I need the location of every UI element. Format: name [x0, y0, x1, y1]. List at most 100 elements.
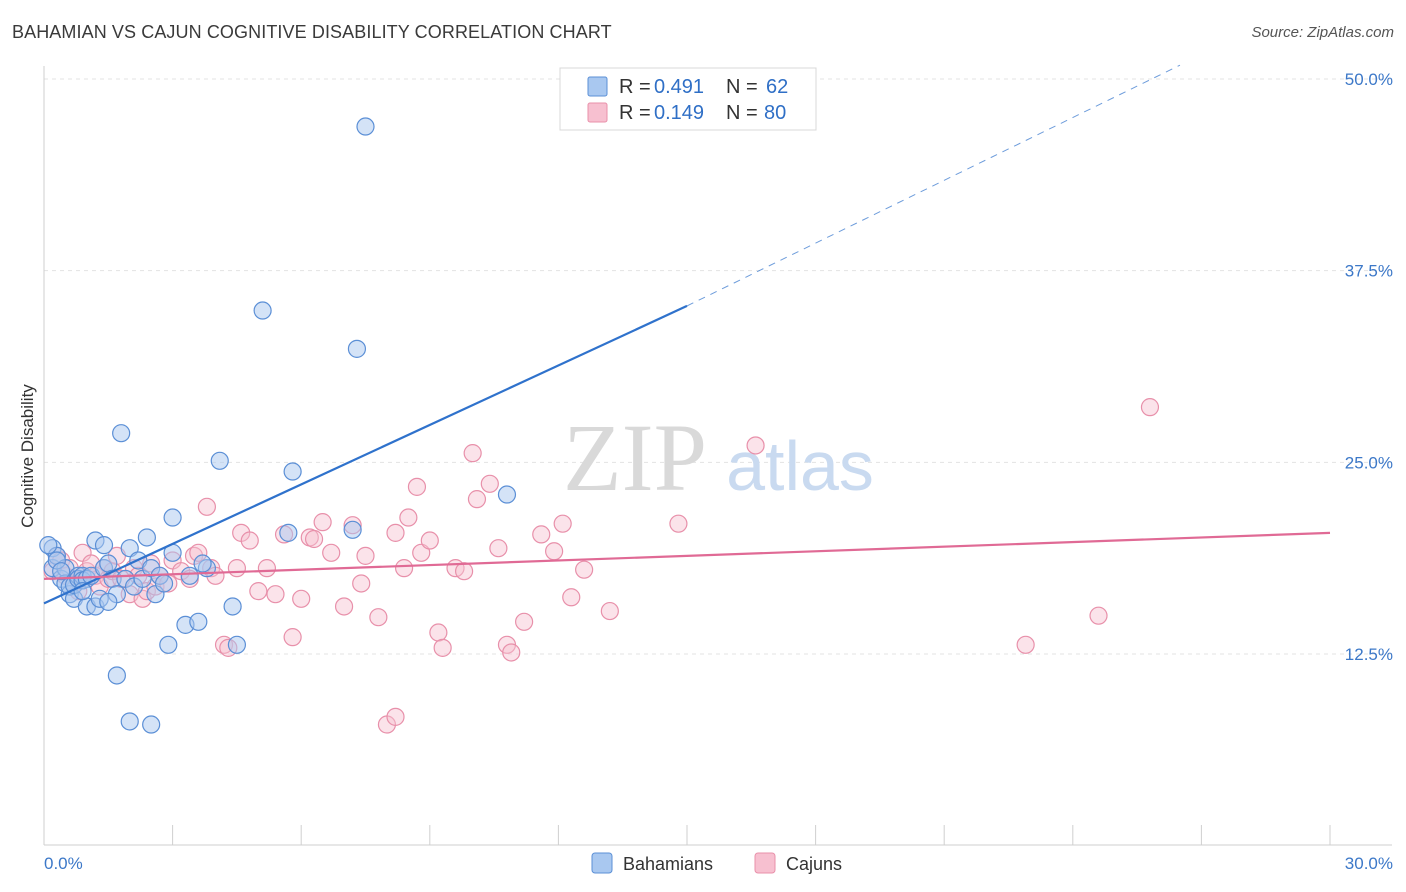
cajuns-point — [429, 623, 448, 642]
cajuns-point — [352, 574, 371, 593]
legend-n-value-cajuns: 80 — [764, 102, 786, 124]
bahamians-point — [137, 528, 156, 547]
bahamians-point — [193, 554, 212, 573]
cajuns-point — [420, 531, 439, 550]
axes — [43, 66, 1392, 846]
cajuns-point — [562, 588, 581, 607]
bahamians-point — [107, 666, 126, 685]
watermark: ZIP atlas — [563, 404, 874, 511]
bahamians-point — [347, 339, 367, 358]
bahamians-point — [253, 301, 272, 320]
bahamians-point — [94, 536, 114, 555]
cajuns-point — [257, 559, 277, 578]
cajuns-point — [669, 514, 688, 533]
cajuns-point — [467, 490, 487, 509]
cajuns-point — [502, 643, 521, 662]
y-tick-label: 50.0% — [1345, 70, 1393, 89]
y-tick-label: 12.5% — [1345, 645, 1393, 664]
legend-r-value-cajuns: 0.149 — [654, 102, 704, 124]
bahamians-point — [142, 715, 161, 734]
cajuns-point — [334, 597, 354, 616]
bottom-legend-swatch-bahamians — [591, 852, 613, 874]
cajuns-point — [386, 707, 405, 726]
tick-labels: 12.5% 25.0% 37.5% 50.0% 0.0% 30.0% — [44, 70, 1393, 873]
cajuns-point — [386, 523, 405, 542]
bahamians-point — [120, 712, 139, 731]
cajuns-point — [454, 562, 474, 581]
cajuns-point — [480, 474, 499, 493]
cajuns-point — [249, 582, 268, 601]
cajuns-point — [322, 543, 341, 562]
cajuns-point — [545, 542, 564, 561]
bahamians-point — [356, 117, 375, 136]
cajuns-point — [356, 546, 375, 565]
cajuns-point — [407, 477, 427, 496]
bahamians-point — [159, 635, 178, 654]
cajuns-point — [600, 601, 619, 621]
bahamians-point — [99, 592, 118, 611]
trend-lines — [43, 64, 1331, 605]
watermark-zip: ZIP — [563, 404, 707, 511]
cajuns-point — [313, 513, 332, 532]
bahamians-point — [180, 566, 199, 585]
bahamians-point — [120, 539, 139, 558]
cajuns-point — [1140, 398, 1160, 417]
bahamians-trend-extension — [686, 64, 1181, 307]
cajuns-point — [532, 525, 551, 544]
cajuns-point — [553, 514, 572, 533]
cajuns-point — [1016, 635, 1035, 654]
bottom-legend-label-bahamians: Bahamians — [623, 854, 713, 874]
y-tick-label: 25.0% — [1345, 453, 1393, 472]
bahamians-point — [210, 451, 229, 470]
gridlines — [44, 78, 1392, 655]
x-tick-label: 0.0% — [44, 854, 83, 873]
cajuns-point — [412, 543, 431, 562]
source-label: Source: ZipAtlas.com — [1251, 24, 1394, 41]
cajuns-point — [240, 531, 259, 550]
cajuns-point — [463, 444, 482, 463]
cajuns-point — [575, 560, 594, 579]
bahamians-point — [112, 424, 131, 443]
cajuns-point — [266, 585, 285, 604]
legend-n-label-cajuns: N = — [726, 102, 758, 124]
cajuns-point — [515, 612, 534, 631]
bahamians-point — [99, 554, 118, 573]
cajuns-point — [227, 559, 246, 578]
y-tick-label: 37.5% — [1345, 262, 1393, 281]
bahamians-point — [223, 597, 242, 616]
legend-r-value-bahamians: 0.491 — [654, 76, 704, 98]
bahamians-point — [163, 508, 182, 527]
legend-r-label-bahamians: R = — [619, 76, 651, 98]
bahamians-point — [343, 520, 362, 539]
cajuns-point — [1089, 606, 1108, 625]
x-tick-label: 30.0% — [1345, 854, 1393, 873]
bahamians-point — [283, 462, 302, 481]
cajuns-point — [197, 497, 216, 516]
cajuns-point — [433, 638, 452, 657]
bahamians-point — [279, 523, 298, 542]
legend-swatch-bahamians — [587, 76, 608, 97]
legend-n-label-bahamians: N = — [726, 76, 758, 98]
top-legend: R = 0.491 N = 62 R = 0.149 N = 80 — [559, 67, 817, 131]
cajuns-point — [399, 508, 418, 527]
watermark-atlas: atlas — [726, 427, 874, 505]
cajuns-point — [746, 436, 765, 455]
cajuns-point — [304, 529, 324, 549]
bahamians-point — [189, 612, 208, 631]
bottom-legend: Bahamians Cajuns — [591, 852, 842, 874]
chart-title: BAHAMIAN VS CAJUN COGNITIVE DISABILITY C… — [12, 22, 612, 42]
bahamians-point — [39, 536, 58, 555]
bahamians-point — [497, 485, 517, 504]
cajuns-trend-line — [43, 531, 1331, 580]
bottom-legend-swatch-cajuns — [754, 852, 776, 874]
bahamians-point — [154, 574, 174, 593]
cajuns-point — [283, 628, 302, 647]
bahamians-point — [227, 635, 246, 654]
legend-n-value-bahamians: 62 — [766, 76, 788, 98]
bottom-legend-label-cajuns: Cajuns — [786, 854, 842, 874]
bahamians-series — [39, 117, 517, 734]
cajuns-point — [489, 539, 508, 558]
bahamians-trend-line — [43, 304, 688, 605]
legend-swatch-cajuns — [587, 102, 608, 123]
